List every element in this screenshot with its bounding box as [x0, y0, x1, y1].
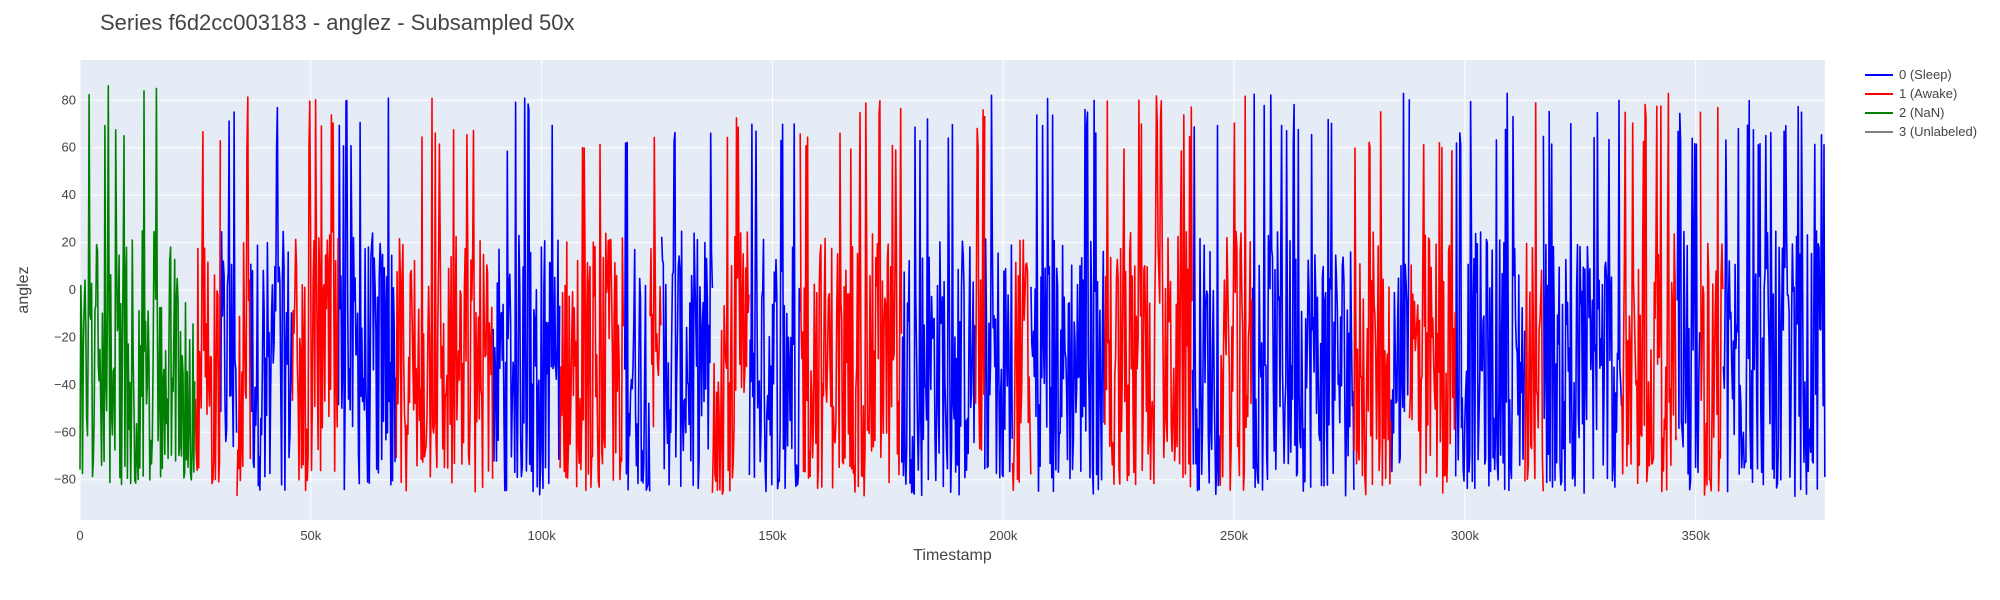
series-trace [623, 141, 651, 492]
x-tick-label: 100k [528, 528, 557, 543]
series-trace [1408, 142, 1456, 494]
series-trace [1722, 99, 1826, 497]
series-trace [291, 99, 339, 492]
series-0 [220, 92, 1826, 497]
tick-labels: 0 50k 100k 150k 200k 250k 300k 350k −80 −60 −40 −20… [54, 92, 1710, 543]
x-tick-label: 250k [1220, 528, 1249, 543]
legend-item[interactable]: 3 (Unlabeled) [1865, 124, 1977, 139]
series-trace [1542, 99, 1623, 494]
y-tick-label: 0 [69, 282, 76, 297]
series-trace [250, 106, 294, 491]
legend-label: 0 (Sleep) [1899, 67, 1952, 82]
series-trace [900, 118, 976, 497]
series-trace [1251, 93, 1355, 497]
series-trace [974, 109, 986, 451]
y-tick-label: −20 [54, 329, 76, 344]
x-tick-label: 50k [300, 528, 321, 543]
series-trace [649, 136, 662, 428]
series-trace [748, 123, 801, 493]
series-trace [492, 97, 561, 496]
legend-item[interactable]: 0 (Sleep) [1865, 67, 1952, 82]
y-tick-label: 20 [62, 235, 76, 250]
y-axis-title: anglez [15, 266, 32, 313]
series-trace [194, 130, 222, 485]
series-trace [1011, 239, 1032, 492]
x-tick-label: 150k [758, 528, 787, 543]
series-trace [1699, 106, 1724, 496]
legend-item[interactable]: 2 (NaN) [1865, 105, 1945, 120]
x-tick-label: 200k [989, 528, 1018, 543]
series-2 [79, 85, 196, 486]
series-trace [1390, 92, 1411, 473]
series-trace [984, 94, 1013, 479]
x-tick-label: 350k [1682, 528, 1711, 543]
series-trace [1353, 111, 1392, 496]
legend-label: 3 (Unlabeled) [1899, 124, 1977, 139]
series-1 [194, 92, 1724, 497]
series-trace [559, 143, 625, 492]
series-trace [1454, 92, 1526, 492]
series-trace [79, 85, 196, 486]
series-layer [79, 85, 1826, 497]
series-trace [799, 100, 903, 497]
series-trace [395, 97, 494, 493]
series-trace [1104, 95, 1193, 488]
y-tick-label: 60 [62, 140, 76, 155]
series-trace [337, 97, 397, 491]
series-trace [1524, 102, 1544, 492]
series-trace [1219, 95, 1253, 491]
series-trace [236, 96, 252, 496]
legend-label: 2 (NaN) [1899, 105, 1945, 120]
series-trace [1191, 124, 1221, 495]
x-tick-label: 0 [76, 528, 83, 543]
y-tick-label: −60 [54, 424, 76, 439]
series-trace [660, 131, 714, 490]
x-tick-label: 300k [1451, 528, 1480, 543]
legend-item[interactable]: 1 (Awake) [1865, 86, 1957, 101]
series-trace [1621, 92, 1678, 493]
y-tick-label: 80 [62, 92, 76, 107]
legend[interactable]: 0 (Sleep) 1 (Awake) 2 (NaN) 3 (Unlabeled) [1865, 67, 1977, 139]
y-tick-label: −40 [54, 377, 76, 392]
x-axis-title: Timestamp [913, 547, 992, 564]
legend-label: 1 (Awake) [1899, 86, 1957, 101]
y-tick-label: −80 [54, 472, 76, 487]
y-tick-label: 40 [62, 187, 76, 202]
chart-title: Series f6d2cc003183 - anglez - Subsample… [100, 10, 575, 35]
series-trace [1676, 112, 1701, 491]
series-trace [220, 111, 238, 448]
series-trace [1030, 97, 1105, 495]
series-trace [711, 117, 750, 495]
